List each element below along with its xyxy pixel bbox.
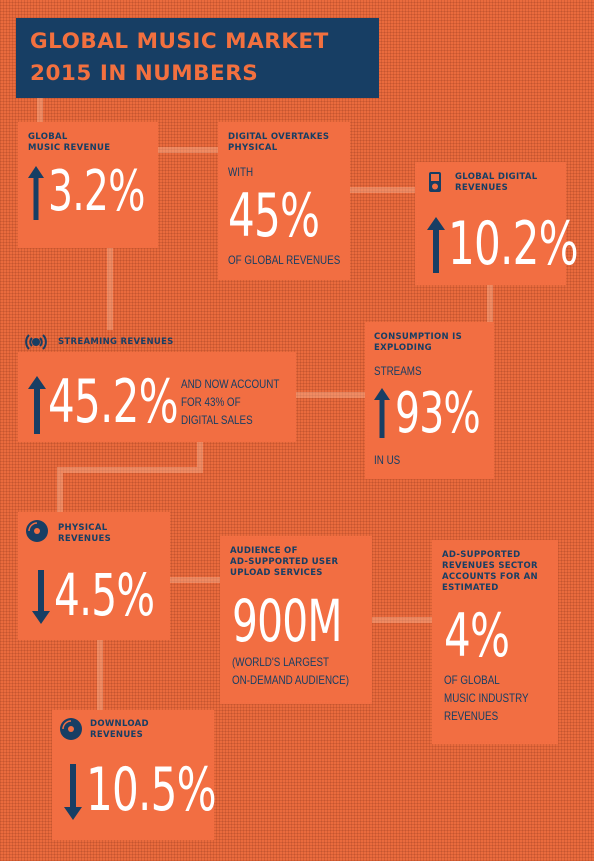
- stat-value: 45%: [228, 181, 320, 251]
- card-label-line: accounts for an: [442, 572, 538, 582]
- card-label-line: Revenues: [455, 183, 509, 193]
- stat-prefix: Streams: [374, 364, 422, 378]
- card-label-line: Ad-supported user: [230, 557, 339, 567]
- card-label-line: Download: [90, 719, 149, 729]
- streaming-value-panel: 45.2% And now account for 43% of digital…: [18, 352, 296, 442]
- card-digital-overtakes: Digital Overtakes Physical With 45% of G…: [218, 122, 350, 280]
- card-label-line: Physical: [58, 523, 108, 533]
- stat-note-line: music industry: [444, 691, 529, 705]
- streaming-icon: [25, 334, 47, 350]
- card-label-line: Music Revenue: [28, 143, 111, 153]
- card-label-line: Ad-supported: [442, 550, 521, 560]
- card-audience: Audience of Ad-supported user upload ser…: [220, 536, 372, 704]
- title-banner: Global Music Market 2015 in Numbers: [16, 18, 379, 98]
- card-label: Streaming Revenues: [58, 337, 174, 347]
- card-download-revenues: Download Revenues 10.5%: [52, 710, 217, 840]
- card-physical-revenues: Physical Revenues 4.5%: [18, 512, 170, 640]
- card-global-music-revenue: Global Music Revenue 3.2%: [18, 122, 158, 248]
- stat-value: 4%: [444, 601, 510, 671]
- stat-suffix: in US: [374, 453, 401, 467]
- stat-value: 4.5%: [54, 561, 155, 629]
- disc-icon: [26, 520, 48, 542]
- card-label-line: Exploding: [374, 343, 432, 353]
- arrow-up-icon: [427, 217, 445, 273]
- card-global-digital-revenues: Global Digital Revenues 10.2%: [415, 162, 579, 285]
- stat-value: 10.5%: [86, 755, 217, 825]
- card-label-line: Global Digital: [455, 172, 538, 182]
- stat-value: 10.2%: [448, 209, 579, 279]
- card-ad-supported: Ad-supported revenues sector accounts fo…: [432, 540, 558, 744]
- stat-note-line: revenues: [444, 709, 499, 723]
- card-label-line: estimated: [442, 583, 499, 593]
- card-label-line: Digital Overtakes: [228, 132, 330, 142]
- arrow-down-icon: [32, 570, 50, 624]
- stat-note-line: of global: [444, 673, 500, 687]
- stat-value: 3.2%: [48, 159, 145, 224]
- stat-note-line: for 43% of: [181, 395, 241, 409]
- card-label-line: Revenues: [58, 534, 112, 544]
- card-label-line: Audience of: [230, 546, 298, 556]
- stat-prefix: With: [228, 165, 254, 179]
- card-label-line: Revenues: [90, 730, 144, 740]
- card-label-line: Physical: [228, 143, 278, 153]
- arrow-up-icon: [28, 166, 44, 220]
- card-label-line: Global: [28, 132, 68, 142]
- stat-value: 93%: [395, 381, 481, 446]
- card-streaming-revenues: Streaming Revenues 45.2% And now account…: [18, 326, 296, 442]
- stat-note-line: And now account: [181, 377, 280, 391]
- disc-icon: [60, 718, 82, 740]
- card-label-line: upload services: [230, 568, 323, 578]
- card-consumption: Consumption is Exploding Streams 93% in …: [365, 322, 494, 479]
- stat-value: 900M: [232, 587, 342, 655]
- stat-note-line: digital sales: [181, 413, 253, 427]
- stat-note-line: (World's largest: [232, 655, 330, 669]
- arrow-down-icon: [64, 764, 82, 820]
- arrow-up-icon: [374, 388, 390, 438]
- stat-value: 45.2%: [48, 367, 179, 437]
- title-line-2: 2015 in Numbers: [30, 61, 259, 86]
- title-line-1: Global Music Market: [30, 29, 329, 54]
- stat-suffix: of Global Revenues: [228, 253, 341, 267]
- card-label-line: revenues sector: [442, 561, 538, 571]
- card-label-line: Consumption is: [374, 332, 463, 342]
- arrow-up-icon: [28, 376, 46, 434]
- stat-note-line: on-demand audience): [232, 673, 350, 687]
- ipod-icon: [429, 172, 441, 192]
